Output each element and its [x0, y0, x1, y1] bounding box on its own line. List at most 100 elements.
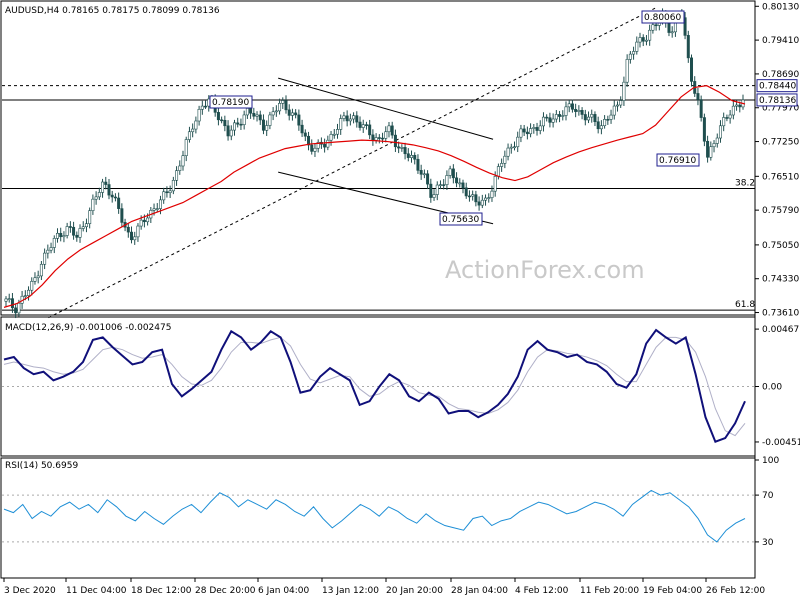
candle-body — [683, 17, 687, 36]
candle-body — [249, 108, 253, 114]
price-y-tick-label: 0.79410 — [762, 36, 799, 46]
candle-body — [426, 173, 430, 185]
candle-body — [68, 226, 72, 228]
candle-body — [448, 168, 452, 176]
price-y-tick-label: 0.76510 — [762, 172, 799, 182]
candle-body — [384, 131, 388, 139]
candle-body — [7, 298, 11, 300]
candle-body — [551, 118, 555, 123]
candle-body — [480, 199, 484, 206]
candle-body — [512, 146, 516, 149]
candle-body — [493, 176, 497, 192]
candle-body — [435, 184, 439, 195]
candle-body — [706, 140, 710, 158]
fib-level-label: 61.8 — [735, 300, 755, 310]
candle-body — [200, 105, 204, 110]
price-pane: 0.80130 0.79410 0.78690 0.77970 0.77250 0.765… — [2, 2, 799, 319]
candle-body — [670, 31, 674, 34]
macd-pane: 0.004677 0.00 -0.004519 — [2, 325, 800, 448]
candle-body — [14, 307, 18, 314]
candle-body — [368, 124, 372, 136]
candle-body — [146, 217, 150, 223]
candle-body — [731, 105, 735, 116]
price-callout-box — [209, 95, 253, 109]
candle-body — [574, 108, 578, 112]
candle-body — [451, 168, 455, 179]
candle-body — [91, 198, 95, 211]
candle-body — [490, 190, 494, 198]
candle-body — [587, 116, 591, 121]
candle-body — [438, 184, 442, 186]
candle-body — [458, 182, 462, 185]
candle-body — [65, 226, 69, 236]
price-y-tick-label: 0.80130 — [762, 2, 799, 12]
candle-body — [204, 105, 208, 108]
candle-body — [632, 51, 636, 55]
candle-body — [474, 194, 478, 203]
candle-body — [345, 115, 349, 122]
price-y-tick-label: 0.73610 — [762, 309, 799, 319]
candle-body — [30, 281, 34, 291]
candle-body — [81, 226, 85, 229]
price-callout-box — [656, 153, 700, 167]
candle-body — [422, 173, 426, 176]
candle-body — [400, 147, 404, 149]
candle-body — [622, 81, 626, 101]
price-level-box — [756, 79, 798, 93]
candle-body — [136, 225, 140, 238]
candle-body — [223, 119, 227, 127]
candle-body — [548, 117, 552, 123]
candle-body — [175, 170, 179, 181]
candle-body — [88, 210, 92, 225]
price-y-tick-label: 0.77250 — [762, 138, 799, 148]
candle-body — [233, 122, 237, 131]
price-level-box — [756, 93, 798, 107]
rsi-chart-title: RSI(14) 50.6959 — [5, 461, 78, 471]
candle-body — [455, 177, 459, 184]
price-y-tick-label: 0.75790 — [762, 206, 799, 216]
candle-body — [120, 208, 124, 223]
candle-body — [62, 235, 66, 238]
candle-body — [625, 59, 629, 83]
moving-average-line — [3, 85, 746, 308]
candle-body — [36, 275, 40, 279]
fib-level-label: 38.2 — [735, 179, 755, 189]
candle-body — [738, 104, 742, 108]
candle-body — [310, 144, 314, 152]
candle-body — [139, 219, 143, 227]
candle-body — [316, 141, 320, 149]
price-y-tick-label: 0.75050 — [762, 241, 799, 251]
candle-body — [554, 114, 558, 120]
candle-body — [500, 163, 504, 167]
candle-body — [583, 114, 587, 121]
candle-body — [718, 125, 722, 139]
candle-body — [484, 197, 488, 201]
candle-body — [126, 226, 130, 233]
candle-body — [667, 21, 671, 33]
candle-body — [686, 35, 690, 59]
candle-body — [133, 236, 137, 241]
candle-body — [155, 208, 159, 210]
candle-body — [46, 249, 50, 254]
candle-body — [197, 109, 201, 122]
x-tick-label: 18 Dec 12:00 — [131, 586, 192, 596]
candle-body — [387, 125, 391, 133]
candle-body — [152, 208, 156, 211]
candle-body — [178, 165, 182, 171]
candle-body — [577, 110, 581, 112]
candle-body — [558, 114, 562, 117]
candle-body — [725, 117, 729, 119]
candle-body — [397, 146, 401, 149]
macd-chart-title: MACD(12,26,9) -0.001006 -0.002475 — [5, 323, 171, 333]
candle-body — [393, 134, 397, 148]
candle-body — [419, 170, 423, 175]
candle-body — [529, 128, 533, 135]
candle-body — [377, 137, 381, 139]
candle-body — [371, 134, 375, 141]
candle-body — [348, 118, 352, 122]
candle-body — [326, 139, 330, 148]
candle-body — [712, 143, 716, 148]
candle-body — [181, 155, 185, 167]
candle-body — [255, 114, 259, 117]
